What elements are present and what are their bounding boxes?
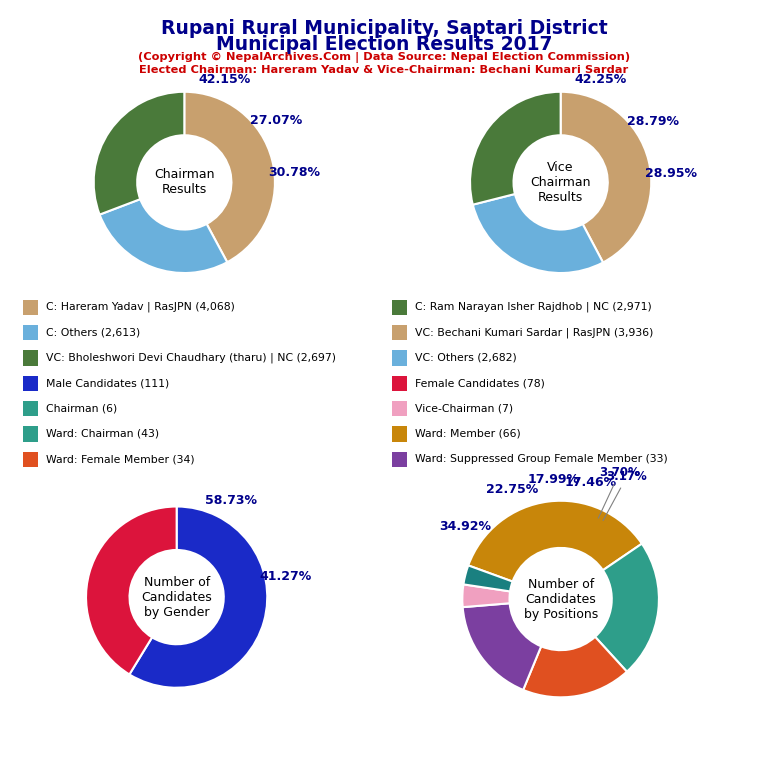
Text: Chairman
Results: Chairman Results — [154, 168, 214, 197]
Text: 34.92%: 34.92% — [439, 520, 492, 532]
Text: Number of
Candidates
by Gender: Number of Candidates by Gender — [141, 576, 212, 618]
Text: 22.75%: 22.75% — [486, 483, 538, 495]
Text: 41.27%: 41.27% — [259, 570, 312, 583]
Text: C: Ram Narayan Isher Rajdhob | NC (2,971): C: Ram Narayan Isher Rajdhob | NC (2,971… — [415, 302, 651, 313]
Text: Vice-Chairman (7): Vice-Chairman (7) — [415, 403, 513, 414]
Wedge shape — [473, 194, 603, 273]
Text: 27.07%: 27.07% — [250, 114, 302, 127]
Wedge shape — [462, 603, 541, 690]
Text: 3.17%: 3.17% — [603, 470, 647, 521]
Wedge shape — [561, 92, 651, 263]
Text: C: Others (2,613): C: Others (2,613) — [46, 327, 141, 338]
Text: VC: Bholeshwori Devi Chaudhary (tharu) | NC (2,697): VC: Bholeshwori Devi Chaudhary (tharu) |… — [46, 353, 336, 363]
Text: 3.70%: 3.70% — [598, 466, 640, 518]
Text: Elected Chairman: Hareram Yadav & Vice-Chairman: Bechani Kumari Sardar: Elected Chairman: Hareram Yadav & Vice-C… — [139, 65, 629, 74]
Text: Chairman (6): Chairman (6) — [46, 403, 118, 414]
Text: Male Candidates (111): Male Candidates (111) — [46, 378, 169, 389]
Text: Female Candidates (78): Female Candidates (78) — [415, 378, 545, 389]
Text: Ward: Member (66): Ward: Member (66) — [415, 429, 521, 439]
Wedge shape — [470, 92, 561, 205]
Wedge shape — [100, 199, 227, 273]
Wedge shape — [462, 584, 510, 607]
Text: Ward: Suppressed Group Female Member (33): Ward: Suppressed Group Female Member (33… — [415, 454, 667, 465]
Text: 58.73%: 58.73% — [205, 495, 257, 508]
Text: Ward: Chairman (43): Ward: Chairman (43) — [46, 429, 159, 439]
Text: 17.46%: 17.46% — [564, 476, 617, 489]
Wedge shape — [184, 92, 275, 262]
Text: Number of
Candidates
by Positions: Number of Candidates by Positions — [524, 578, 598, 621]
Text: Rupani Rural Municipality, Saptari District: Rupani Rural Municipality, Saptari Distr… — [161, 19, 607, 38]
Text: 28.95%: 28.95% — [645, 167, 697, 180]
Text: 30.78%: 30.78% — [268, 166, 320, 178]
Wedge shape — [94, 92, 184, 214]
Wedge shape — [595, 544, 659, 672]
Text: 42.15%: 42.15% — [198, 73, 250, 86]
Text: 42.25%: 42.25% — [574, 73, 627, 86]
Text: (Copyright © NepalArchives.Com | Data Source: Nepal Election Commission): (Copyright © NepalArchives.Com | Data So… — [138, 51, 630, 62]
Text: 17.99%: 17.99% — [528, 473, 580, 486]
Text: Vice
Chairman
Results: Vice Chairman Results — [531, 161, 591, 204]
Wedge shape — [463, 565, 512, 591]
Wedge shape — [468, 501, 642, 581]
Text: VC: Others (2,682): VC: Others (2,682) — [415, 353, 516, 363]
Text: VC: Bechani Kumari Sardar | RasJPN (3,936): VC: Bechani Kumari Sardar | RasJPN (3,93… — [415, 327, 653, 338]
Text: C: Hareram Yadav | RasJPN (4,068): C: Hareram Yadav | RasJPN (4,068) — [46, 302, 235, 313]
Text: Municipal Election Results 2017: Municipal Election Results 2017 — [216, 35, 552, 54]
Text: 28.79%: 28.79% — [627, 115, 679, 128]
Wedge shape — [86, 507, 177, 674]
Wedge shape — [523, 637, 627, 697]
Text: Ward: Female Member (34): Ward: Female Member (34) — [46, 454, 195, 465]
Wedge shape — [129, 507, 267, 687]
